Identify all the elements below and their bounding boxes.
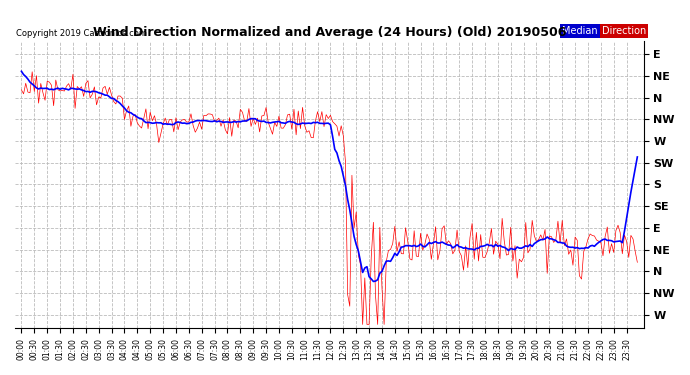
Text: Median: Median [562, 26, 598, 36]
Title: Wind Direction Normalized and Average (24 Hours) (Old) 20190506: Wind Direction Normalized and Average (2… [92, 26, 566, 39]
Text: Direction: Direction [602, 26, 646, 36]
Text: Copyright 2019 Cartronics.com: Copyright 2019 Cartronics.com [16, 29, 147, 38]
